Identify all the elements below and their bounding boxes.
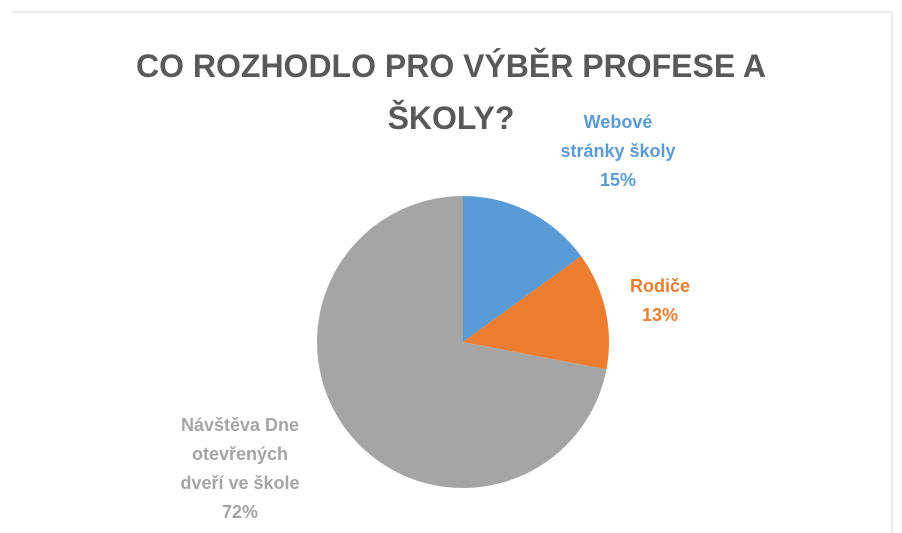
slice-category: Webové stránky školy [560,112,676,161]
slice-label: Rodiče 13% [600,272,720,330]
slice-value: 13% [641,305,679,325]
chart-frame [12,11,893,533]
slice-category: Návštěva Dne otevřených dveří ve škole [180,415,300,493]
chart-title: CO ROZHODLO PRO VÝBĚR PROFESE A ŠKOLY? [136,48,766,136]
slice-category: Rodiče [629,276,690,296]
pie-slice [316,196,607,489]
slice-value: 72% [221,502,259,522]
pie-slice [463,196,582,342]
slice-label: Webové stránky školy 15% [554,108,682,195]
pie-slice [463,256,609,370]
slice-label: Návštěva Dne otevřených dveří ve škole 72… [172,411,308,527]
slice-value: 15% [599,170,637,190]
